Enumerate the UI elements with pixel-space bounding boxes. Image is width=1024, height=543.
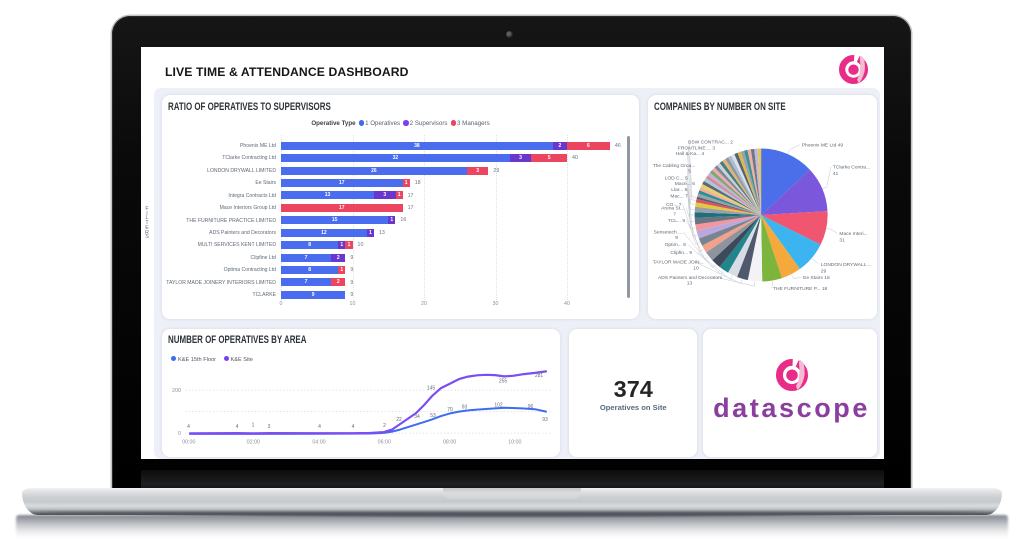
svg-text:Mac... 7: Mac... 7 [670, 194, 688, 200]
svg-text:ADS Painters and Decorators: ADS Painters and Decorators [658, 275, 723, 281]
svg-text:Arena St...: Arena St... [661, 206, 684, 212]
svg-text:Llar... 6: Llar... 6 [671, 187, 687, 193]
svg-text:3: 3 [268, 424, 271, 430]
svg-text:4: 4 [187, 424, 190, 430]
svg-text:255: 255 [499, 379, 508, 385]
svg-text:93: 93 [462, 405, 468, 411]
svg-text:10: 10 [693, 266, 699, 272]
svg-text:1: 1 [252, 423, 255, 429]
svg-text:LONDON DRYWALL ...: LONDON DRYWALL ... [820, 262, 871, 268]
svg-text:LOD C... 5: LOD C... 5 [664, 176, 687, 182]
svg-text:9: 9 [675, 235, 678, 241]
svg-text:34: 34 [414, 414, 420, 420]
svg-text:Hall & Ka... 4: Hall & Ka... 4 [675, 151, 704, 157]
svg-text:41: 41 [832, 171, 838, 177]
svg-text:4: 4 [318, 424, 321, 430]
svg-text:Phoenix ME Ltd 49: Phoenix ME Ltd 49 [801, 143, 843, 149]
svg-text:TClarke Contra...: TClarke Contra... [832, 165, 869, 171]
svg-text:70: 70 [447, 407, 453, 413]
svg-text:Ee Stairs 18: Ee Stairs 18 [803, 275, 830, 281]
svg-text:29: 29 [820, 269, 826, 275]
svg-text:00:00: 00:00 [182, 440, 195, 446]
svg-text:4: 4 [352, 424, 355, 430]
svg-text:BSW CONTRAC... 2: BSW CONTRAC... 2 [688, 140, 733, 146]
svg-text:08:00: 08:00 [443, 440, 456, 446]
svg-text:02:00: 02:00 [247, 440, 260, 446]
svg-text:FRONTLINE ... 3: FRONTLINE ... 3 [678, 146, 716, 152]
svg-text:96: 96 [528, 404, 534, 410]
svg-text:04:00: 04:00 [312, 440, 325, 446]
svg-text:Sensetech ...: Sensetech ... [653, 230, 682, 236]
svg-text:53: 53 [430, 413, 436, 419]
svg-text:10:00: 10:00 [508, 440, 521, 446]
svg-text:0: 0 [178, 431, 181, 437]
svg-text:22: 22 [396, 417, 402, 423]
svg-text:TAYLOR MADE JOIN...: TAYLOR MADE JOIN... [652, 260, 703, 266]
svg-text:31: 31 [839, 238, 845, 244]
svg-text:Mace... 6: Mace... 6 [674, 181, 694, 187]
svg-text:Mace Interi...: Mace Interi... [839, 231, 867, 237]
svg-text:06:00: 06:00 [378, 440, 391, 446]
svg-text:THE FURNITURE P... 18: THE FURNITURE P... 18 [773, 286, 828, 292]
svg-text:2: 2 [383, 423, 386, 429]
svg-text:13: 13 [686, 281, 692, 287]
svg-text:Clipfin... 9: Clipfin... 9 [670, 250, 692, 256]
svg-text:5: 5 [688, 169, 691, 175]
svg-text:4: 4 [236, 424, 239, 430]
svg-text:CO... 7: CO... 7 [666, 202, 682, 208]
svg-text:The Cabling Grou...: The Cabling Grou... [652, 163, 695, 169]
svg-text:TCL... 9: TCL... 9 [667, 218, 685, 224]
svg-text:102: 102 [494, 403, 503, 409]
svg-text:200: 200 [172, 388, 181, 394]
svg-text:Optim... 9: Optim... 9 [664, 242, 685, 248]
svg-text:7: 7 [673, 212, 676, 218]
svg-text:145: 145 [427, 386, 436, 392]
svg-text:93: 93 [542, 417, 548, 423]
svg-text:281: 281 [535, 373, 544, 379]
